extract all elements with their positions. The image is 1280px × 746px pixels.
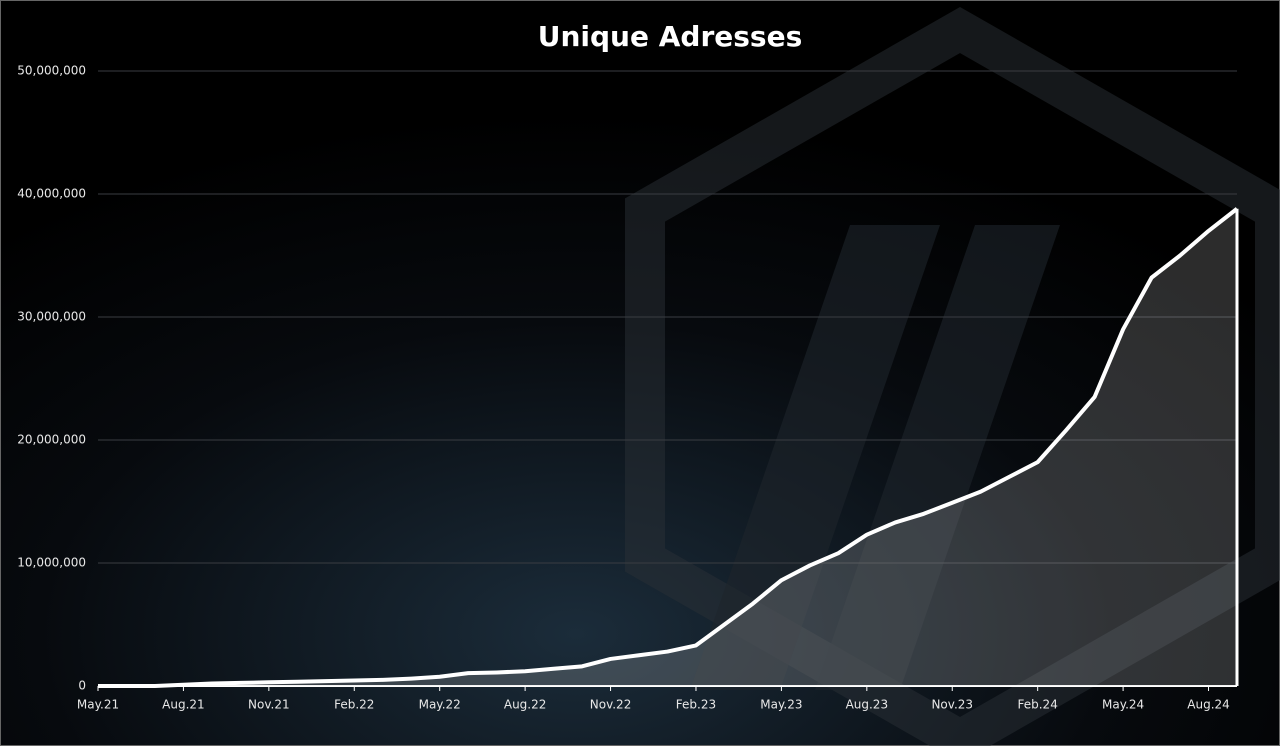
x-tick-label: Nov.21 bbox=[248, 698, 290, 712]
x-tick-label: Feb.24 bbox=[1018, 698, 1058, 712]
x-tick-label: May.22 bbox=[419, 698, 461, 712]
x-tick-label: Nov.23 bbox=[931, 698, 973, 712]
chart-title: Unique Adresses bbox=[538, 20, 802, 53]
x-tick-label: Feb.23 bbox=[676, 698, 716, 712]
x-tick-label: May.21 bbox=[77, 698, 119, 712]
x-tick-label: Aug.22 bbox=[504, 698, 547, 712]
area-fill bbox=[98, 208, 1237, 686]
x-tick-label: May.23 bbox=[760, 698, 802, 712]
x-tick-label: May.24 bbox=[1102, 698, 1144, 712]
y-tick-label: 30,000,000 bbox=[17, 310, 86, 324]
x-tick-label: Aug.24 bbox=[1187, 698, 1230, 712]
area-line bbox=[98, 207, 1239, 688]
watermark-bars bbox=[690, 225, 1060, 690]
x-tick-label: Nov.22 bbox=[590, 698, 632, 712]
y-tick-label: 50,000,000 bbox=[17, 64, 86, 78]
y-tick-label: 0 bbox=[78, 679, 86, 693]
y-tick-label: 40,000,000 bbox=[17, 187, 86, 201]
watermark bbox=[625, 6, 1280, 746]
x-tick-label: Aug.21 bbox=[162, 698, 205, 712]
y-tick-label: 20,000,000 bbox=[17, 433, 86, 447]
y-tick-label: 10,000,000 bbox=[17, 556, 86, 570]
x-tick-label: Aug.23 bbox=[846, 698, 889, 712]
x-tick-label: Feb.22 bbox=[334, 698, 374, 712]
